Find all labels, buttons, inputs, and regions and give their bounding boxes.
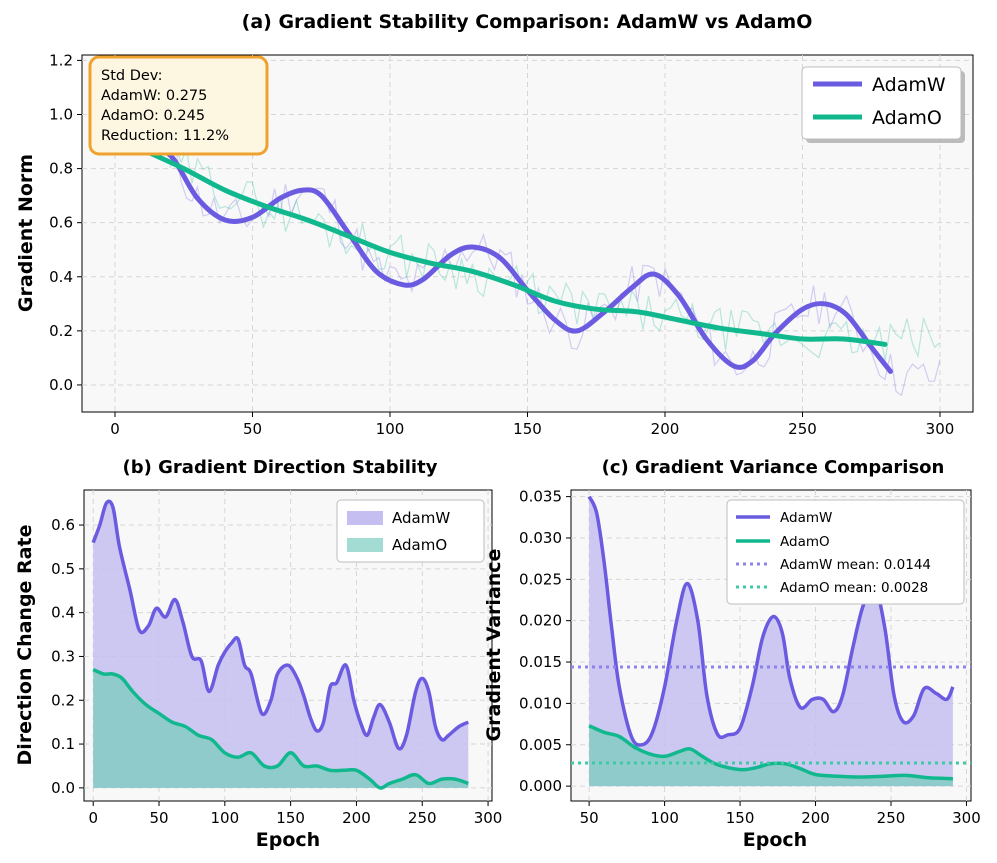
panel-a-title: (a) Gradient Stability Comparison: AdamW…: [242, 11, 813, 33]
area-adamw: [589, 496, 953, 787]
panel-c-y-axis-label: Gradient Variance: [483, 549, 505, 742]
x-tick-label: 200: [801, 809, 830, 827]
y-tick-label: 0.6: [49, 214, 73, 232]
x-tick-label: 50: [580, 809, 599, 827]
series-line-adamw: [587, 495, 955, 747]
x-tick-label: 250: [877, 809, 906, 827]
panel-a-legend: AdamW AdamO: [801, 66, 965, 143]
y-tick-label: 0.000: [519, 777, 562, 795]
x-tick-label: 100: [211, 809, 240, 827]
x-tick-label: 150: [513, 420, 542, 438]
y-tick-label: 0.0: [49, 376, 73, 394]
x-tick-label: 200: [342, 809, 371, 827]
y-tick-label: 0.0: [51, 779, 75, 797]
x-tick-label: 0: [110, 420, 120, 438]
y-tick-label: 0.2: [51, 691, 75, 709]
legend-adamo-label: AdamO: [872, 107, 942, 129]
x-tick-label: 50: [149, 809, 168, 827]
x-tick-label: 50: [243, 420, 262, 438]
panel-a-series-lines: [140, 144, 893, 374]
area-adamo: [589, 725, 953, 787]
panel-c-variance-comparison: (c) Gradient Variance Comparison 50 100 15…: [483, 457, 981, 851]
panel-b-x-ticks: 0 50 100 150 200 250 300: [88, 801, 502, 827]
panel-b-direction-stability: (b) Gradient Direction Stability 0 50 100 1…: [14, 457, 502, 851]
panel-a-x-ticks: 0 50 100 150 200 250 300: [110, 412, 954, 438]
y-tick-label: 0.030: [519, 529, 562, 547]
legend-adamo-swatch: [347, 538, 383, 552]
panel-c-x-ticks: 50 100 150 200 250 300: [580, 801, 981, 827]
panel-a-y-ticks: 0.0 0.2 0.4 0.6 0.8 1.0 1.2: [49, 51, 82, 394]
y-tick-label: 0.4: [51, 604, 75, 622]
y-tick-label: 0.015: [519, 653, 562, 671]
y-tick-label: 0.8: [49, 160, 73, 178]
series-line-adamo: [92, 667, 469, 790]
panel-c-x-axis-label: Epoch: [743, 829, 807, 851]
legend-adamo-label: AdamO: [392, 536, 447, 554]
stats-line-2: AdamW: 0.275: [101, 88, 207, 104]
y-tick-label: 0.020: [519, 612, 562, 630]
y-tick-label: 1.2: [49, 51, 73, 69]
legend-adamw-label: AdamW: [392, 509, 450, 527]
stats-line-3: AdamO: 0.245: [101, 108, 205, 124]
y-tick-label: 0.1: [51, 735, 75, 753]
stats-line-1: Std Dev:: [101, 68, 162, 84]
panel-c-y-ticks: 0.000 0.005 0.010 0.015 0.020 0.025 0.030 0.035: [519, 488, 571, 795]
panel-b-title: (b) Gradient Direction Stability: [123, 457, 438, 478]
stats-box-frame: [88, 55, 269, 156]
panel-b-y-axis-label: Direction Change Rate: [14, 525, 36, 766]
panel-b-series-areas: [91, 499, 470, 790]
y-tick-label: 0.2: [49, 322, 73, 340]
x-tick-label: 150: [276, 809, 305, 827]
legend-adamw-mean-label: AdamW mean: 0.0144: [780, 557, 931, 573]
y-tick-label: 0.5: [51, 560, 75, 578]
panel-c-title: (c) Gradient Variance Comparison: [602, 457, 945, 478]
y-tick-label: 0.3: [51, 647, 75, 665]
y-tick-label: 0.010: [519, 694, 562, 712]
panel-c-legend: AdamW AdamO AdamW mean: 0.0144 AdamO mea…: [726, 499, 965, 605]
y-tick-label: 1.0: [49, 106, 73, 124]
y-tick-label: 0.035: [519, 488, 562, 506]
x-tick-label: 250: [788, 420, 817, 438]
x-tick-label: 300: [474, 809, 503, 827]
panel-c-series-areas: [571, 495, 971, 787]
x-tick-label: 300: [926, 420, 955, 438]
x-tick-label: 100: [650, 809, 679, 827]
raw-trace-adamo: [169, 143, 941, 362]
panel-a-gradient-stability: (a) Gradient Stability Comparison: AdamW…: [15, 11, 974, 438]
series-line-adamw: [91, 499, 470, 751]
legend-adamw-swatch: [347, 511, 383, 525]
x-tick-label: 0: [88, 809, 98, 827]
stats-line-4: Reduction: 11.2%: [101, 128, 229, 144]
y-tick-label: 0.4: [49, 268, 73, 286]
panel-b-x-axis-label: Epoch: [256, 829, 320, 851]
x-tick-label: 100: [376, 420, 405, 438]
legend-frame: [726, 499, 965, 605]
legend-adamo-mean-label: AdamO mean: 0.0028: [780, 580, 928, 596]
panel-a-stats-box: Std Dev: AdamW: 0.275 AdamO: 0.245 Reduc…: [88, 55, 269, 156]
panel-b-y-ticks: 0.0 0.1 0.2 0.3 0.4 0.5 0.6: [51, 516, 84, 797]
y-tick-label: 0.005: [519, 736, 562, 754]
legend-adamw-label: AdamW: [780, 510, 832, 526]
area-adamo: [93, 669, 469, 788]
legend-adamo-label: AdamO: [780, 534, 830, 550]
panel-a-y-axis-label: Gradient Norm: [15, 154, 37, 312]
x-tick-label: 200: [651, 420, 680, 438]
series-line-adamo: [140, 147, 888, 347]
x-tick-label: 250: [408, 809, 437, 827]
x-tick-label: 300: [952, 809, 981, 827]
y-tick-label: 0.025: [519, 570, 562, 588]
x-tick-label: 150: [726, 809, 755, 827]
y-tick-label: 0.6: [51, 516, 75, 534]
panel-b-legend: AdamW AdamO: [336, 499, 485, 563]
series-line-adamo: [588, 724, 953, 781]
legend-adamw-label: AdamW: [872, 74, 946, 96]
